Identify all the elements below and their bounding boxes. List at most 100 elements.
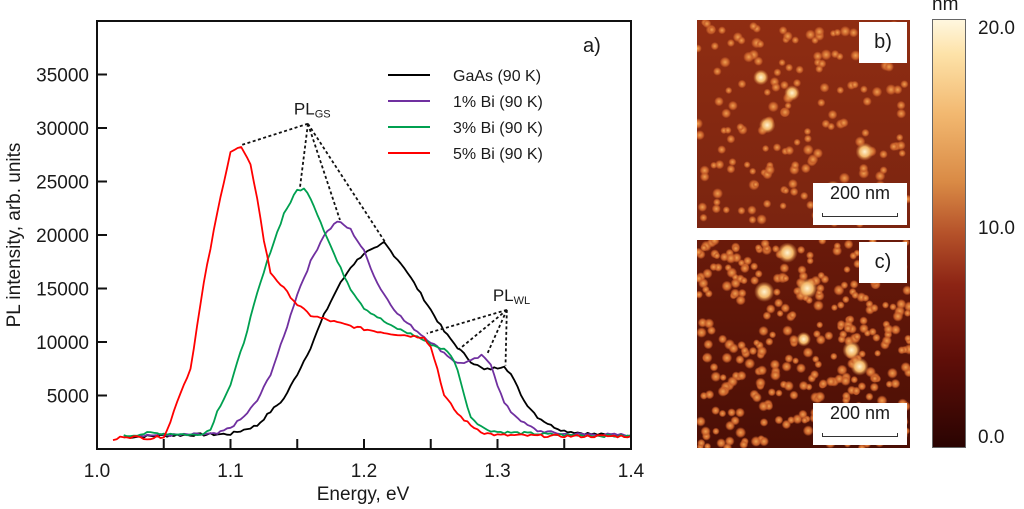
- quantum-dot: [862, 96, 872, 106]
- quantum-dot: [782, 187, 790, 195]
- quantum-dot: [718, 26, 726, 35]
- y-tick-label: 25000: [36, 173, 89, 194]
- legend-entry: 5% Bi (90 K): [453, 146, 543, 163]
- quantum-dot: [806, 251, 814, 260]
- quantum-dot: [843, 240, 854, 250]
- quantum-dot: [814, 26, 825, 37]
- quantum-dot: [883, 324, 894, 335]
- quantum-dot: [758, 325, 769, 337]
- quantum-dot: [760, 240, 770, 249]
- panel-label-a: a): [583, 35, 601, 57]
- annotation-label-gs: PLGS: [294, 100, 331, 121]
- quantum-dot: [710, 371, 722, 382]
- quantum-dot: [697, 327, 707, 338]
- annotation-group: PLGS PLWL: [240, 100, 530, 366]
- quantum-dot: [782, 325, 793, 336]
- quantum-dot: [722, 206, 730, 214]
- quantum-dot: [900, 80, 909, 89]
- quantum-dot: [893, 85, 903, 95]
- quantum-dot: [750, 276, 760, 285]
- annotation-leader: [504, 309, 508, 366]
- quantum-dot: [759, 436, 769, 447]
- quantum-dot: [724, 126, 732, 134]
- quantum-dot: [749, 167, 757, 175]
- quantum-dot: [759, 418, 769, 427]
- quantum-dot: [815, 65, 824, 73]
- quantum-dot: [753, 339, 760, 347]
- quantum-dot: [824, 331, 834, 341]
- quantum-dot: [773, 288, 781, 296]
- quantum-dot: [889, 142, 899, 152]
- quantum-dot: [890, 378, 901, 389]
- quantum-dot: [767, 101, 779, 113]
- x-tick-label: 1.4: [618, 461, 645, 482]
- quantum-dot: [780, 107, 791, 118]
- quantum-dot: [731, 244, 740, 253]
- quantum-dot: [820, 49, 832, 61]
- colorbar-tick-mid: 10.0: [978, 218, 1015, 239]
- quantum-dot: [780, 303, 790, 313]
- quantum-dot: [849, 251, 858, 260]
- quantum-dot: [797, 265, 807, 275]
- quantum-dot: [775, 389, 783, 397]
- quantum-dot: [819, 82, 830, 93]
- quantum-dot: [858, 163, 869, 174]
- x-tick-label: 1.1: [217, 461, 243, 482]
- quantum-dot: [780, 80, 789, 90]
- afm-image-b: b) 200 nm: [697, 20, 910, 228]
- quantum-dot: [785, 63, 794, 72]
- quantum-dot: [814, 391, 826, 402]
- quantum-dot: [827, 109, 838, 120]
- quantum-dot: [865, 392, 874, 401]
- quantum-dot: [711, 406, 720, 415]
- quantum-dot: [776, 309, 784, 318]
- quantum-dot: [772, 143, 782, 152]
- quantum-dot: [896, 140, 906, 151]
- quantum-dot: [762, 199, 772, 208]
- quantum-dot: [712, 427, 720, 435]
- annotation-label-wl: PLWL: [493, 286, 530, 307]
- y-tick-label: 5000: [47, 387, 89, 408]
- quantum-dot: [783, 380, 794, 392]
- quantum-dot: [843, 324, 853, 333]
- quantum-dot: [710, 161, 718, 169]
- quantum-dot: [839, 118, 849, 128]
- quantum-dot: [782, 274, 790, 283]
- quantum-dot: [753, 56, 764, 66]
- quantum-dot: [896, 108, 907, 119]
- annotation-leader: [240, 122, 309, 146]
- quantum-dot: [726, 39, 735, 47]
- colorbar: [932, 19, 966, 448]
- quantum-dot: [717, 386, 729, 397]
- quantum-dot: [728, 158, 737, 166]
- annotation-leader: [307, 123, 387, 243]
- quantum-dot: [740, 263, 750, 274]
- quantum-dot: [737, 206, 746, 215]
- y-tick-label: 20000: [36, 226, 89, 247]
- scale-bar-b: 200 nm: [813, 183, 907, 225]
- scale-bar-label-c: 200 nm: [829, 403, 891, 423]
- quantum-dot: [904, 334, 910, 343]
- series-line-1: [136, 220, 632, 438]
- x-tick-label: 1.3: [484, 461, 510, 482]
- quantum-dot: [773, 68, 782, 77]
- quantum-dot: [699, 172, 710, 182]
- annotation-leader: [458, 309, 508, 351]
- quantum-dot: [843, 265, 851, 274]
- quantum-dot: [778, 59, 786, 67]
- quantum-dot: [872, 333, 881, 342]
- quantum-dot: [817, 271, 825, 280]
- quantum-dot: [806, 257, 814, 265]
- quantum-dot: [704, 389, 715, 400]
- quantum-dot: [802, 144, 814, 156]
- quantum-dot: [881, 301, 890, 309]
- quantum-dot: [710, 42, 719, 51]
- quantum-dot: [728, 100, 738, 111]
- scale-bar-label-b: 200 nm: [829, 183, 891, 203]
- quantum-dot: [885, 84, 897, 96]
- quantum-dot: [725, 420, 736, 431]
- quantum-dot: [762, 144, 770, 153]
- quantum-dot: [802, 425, 814, 437]
- quantum-dot: [721, 108, 732, 119]
- legend: GaAs (90 K) 1% Bi (90 K) 3% Bi (90 K) 5% Bi…: [388, 68, 543, 163]
